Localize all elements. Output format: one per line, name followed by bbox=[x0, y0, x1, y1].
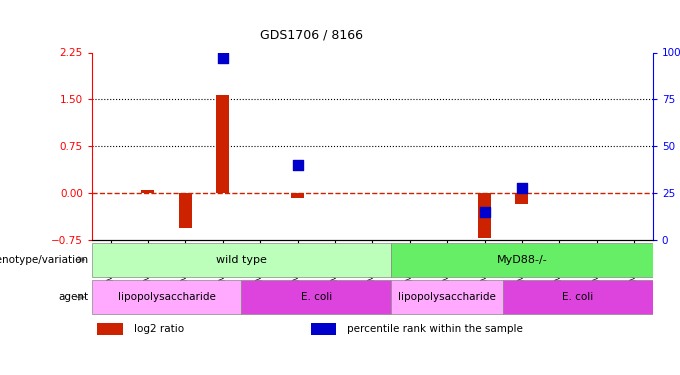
Bar bbox=[391, 280, 503, 314]
Bar bbox=[97, 323, 122, 335]
Text: MyD88-/-: MyD88-/- bbox=[496, 255, 547, 265]
Point bbox=[217, 55, 228, 61]
Bar bbox=[179, 193, 192, 228]
Bar bbox=[311, 323, 336, 335]
Text: wild type: wild type bbox=[216, 255, 267, 265]
Bar bbox=[291, 193, 304, 198]
Bar bbox=[515, 193, 528, 204]
Bar bbox=[478, 193, 491, 238]
Text: lipopolysaccharide: lipopolysaccharide bbox=[398, 292, 496, 302]
Bar bbox=[216, 95, 229, 193]
Bar bbox=[503, 280, 653, 314]
Point bbox=[517, 184, 528, 190]
Text: percentile rank within the sample: percentile rank within the sample bbox=[347, 324, 523, 334]
Bar bbox=[241, 280, 391, 314]
Text: E. coli: E. coli bbox=[301, 292, 332, 302]
Point bbox=[479, 209, 490, 215]
Text: log2 ratio: log2 ratio bbox=[134, 324, 184, 334]
Bar bbox=[141, 190, 154, 193]
Text: lipopolysaccharide: lipopolysaccharide bbox=[118, 292, 216, 302]
Text: GDS1706 / 8166: GDS1706 / 8166 bbox=[260, 28, 363, 41]
Point bbox=[292, 162, 303, 168]
Bar bbox=[391, 243, 653, 277]
Bar bbox=[92, 243, 391, 277]
Text: E. coli: E. coli bbox=[562, 292, 594, 302]
Text: genotype/variation: genotype/variation bbox=[0, 255, 88, 265]
Bar bbox=[92, 280, 241, 314]
Text: agent: agent bbox=[58, 292, 88, 302]
